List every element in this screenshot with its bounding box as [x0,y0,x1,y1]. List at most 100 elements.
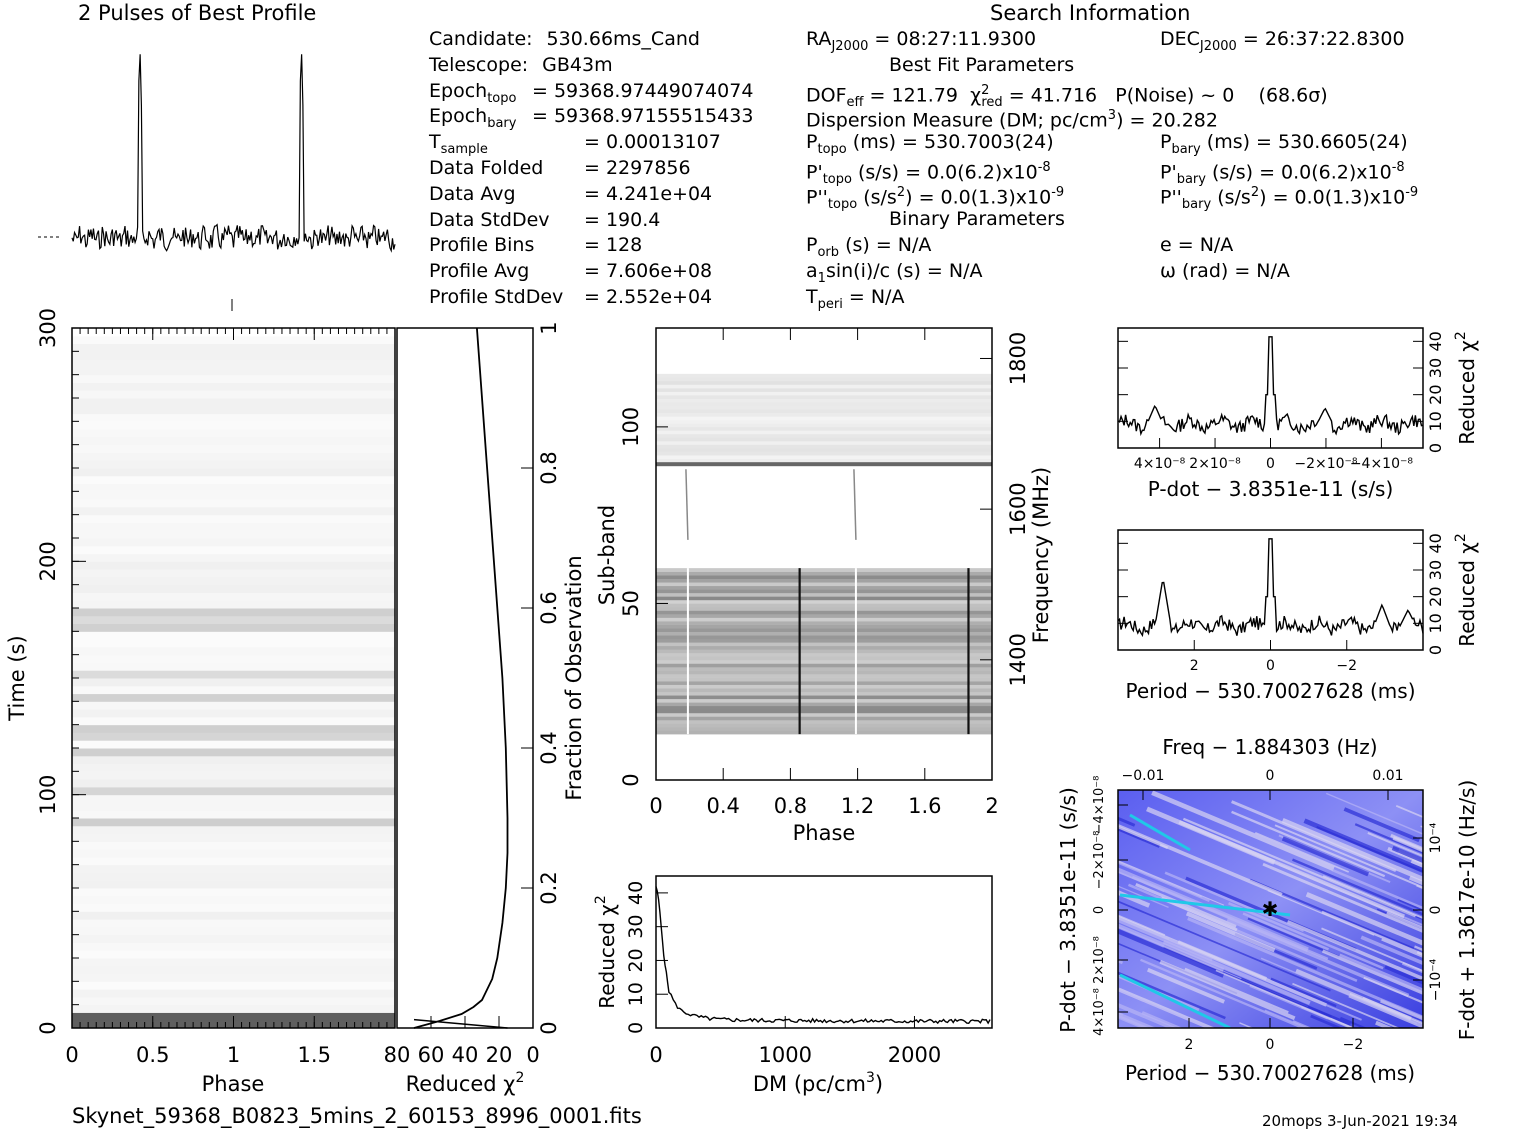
chi-time-xtick-label: 40 [452,1043,479,1067]
chi-time-xtick-label: 80 [384,1043,411,1067]
candidate-info-row: Data StdDev = 190.4 [429,209,660,231]
chi-time-xlabel: Reduced χ2 [406,1070,525,1096]
ppd-streak [1151,790,1335,872]
chi-dm-ytick-label: 10 [625,982,647,1006]
subband-xlabel: Phase [793,821,856,845]
time-phase-row [72,856,395,866]
time-phase-ytick-label: 100 [36,775,60,815]
time-phase-xtick-label: 1 [227,1043,240,1067]
time-phase-row [72,919,395,928]
ppd-streak [1305,892,1423,946]
chi-dm-xlabel-end: ) [875,1072,883,1096]
ppd-streak [1325,792,1423,835]
time-phase-row [72,849,395,858]
time-phase-row [72,444,395,453]
subband-y2tick-label: 1600 [1006,482,1030,535]
time-phase-row [72,911,395,920]
chi-time-line [413,327,509,1029]
ppd-streak [1381,938,1423,959]
subband-row [656,455,992,459]
chi-dm-ylabel: Reduced χ2 [593,895,619,1009]
ppd-streak [1177,940,1268,981]
subband-ytick-label: 50 [619,590,643,617]
ppd-streak [1215,969,1356,1028]
subband-faint-line [685,469,689,540]
chi-period-ylabel: Reduced χ2 [1453,533,1479,647]
subband-row [656,709,992,714]
subband-row [656,617,992,622]
subband-dark-row [656,462,992,467]
subband-ylabel: Sub-band [595,505,619,605]
ppd-streak [1338,953,1423,994]
subband-row [656,585,992,590]
subband-row [656,416,992,421]
time-phase-row [72,522,395,531]
chi-dm-xlabel: DM (pc/cm3) [753,1070,883,1096]
chi-dm-ylabel-exp: 2 [593,895,609,904]
subband-xtick-label: 0 [649,794,662,818]
subband-xtick-label: 2 [985,794,998,818]
ppd-streak [1118,914,1166,937]
chi-time-xtick-label: 60 [418,1043,445,1067]
ppd-streak [1270,977,1337,1008]
subband-row [656,649,992,654]
chi-period-xtick-label: 2 [1190,658,1199,674]
subband-row [656,592,992,597]
ppd-streak [1274,824,1423,889]
time-phase-row [72,366,395,376]
time-phase-row [72,615,395,625]
subband-row [656,409,992,414]
subband-row [656,426,992,431]
ppd-streak [1303,818,1423,874]
omega-line: ω (rad) = N/A [1160,260,1290,282]
subband-row [656,384,992,389]
subband-row [656,727,992,731]
subband-row [656,656,992,661]
time-phase-row [72,584,395,593]
ppd-streak [1228,902,1384,970]
dec-line: DECJ2000 = 26:37:22.8300 [1160,28,1405,54]
time-phase-row [72,623,395,632]
subband-row [656,437,992,442]
subband-row [656,723,992,728]
ppd-streak [1118,989,1210,1028]
subband-row [656,674,992,678]
ppd-streak [1141,1011,1184,1028]
info-label: Epoch [429,105,488,128]
ppd-streak [1231,810,1386,878]
time-phase-row [72,794,395,803]
subband-row [656,702,992,707]
ra-line: RAJ2000 = 08:27:11.9300 [806,28,1037,54]
ppd-y2tick-label: −10⁻⁴ [1428,958,1444,1001]
ppd-streak [1118,826,1161,848]
chi-period-ytick-label: 20 [1426,586,1445,606]
time-phase-row [72,958,395,967]
info-label: Profile Avg [429,260,530,283]
candidate-info-row: Epochtopo = 59368.97449074074 [429,79,754,106]
time-phase-row [72,724,395,733]
chi-dm-frame [655,875,993,1029]
subband-row [656,730,992,735]
subband-row [656,610,992,615]
subband-faint-line [853,469,857,540]
chi-time-ytick-label: 1 [537,321,561,334]
subband-row [656,606,992,611]
time-phase-row [72,398,395,407]
chi-pdot-xtick-label: −2×10⁻⁸ [1294,456,1358,472]
time-phase-row [72,771,395,780]
time-phase-row [72,429,395,438]
ppd-streak [1363,976,1423,1004]
ppd-streak [1118,890,1151,908]
subband-row [656,423,992,428]
time-phase-row [72,942,395,951]
chi-pdot-ytick-label: 20 [1426,384,1445,404]
chi-period-ytick-label: 0 [1426,645,1445,655]
subband-row [656,705,992,710]
time-phase-row [72,934,395,943]
ppd-streak [1118,918,1213,962]
subband-y2label: Frequency (MHz) [1029,467,1053,643]
time-phase-row [72,514,395,523]
chi-pdot-ylabel-exp: 2 [1453,331,1469,340]
subband-y2tick-label: 1400 [1006,633,1030,686]
